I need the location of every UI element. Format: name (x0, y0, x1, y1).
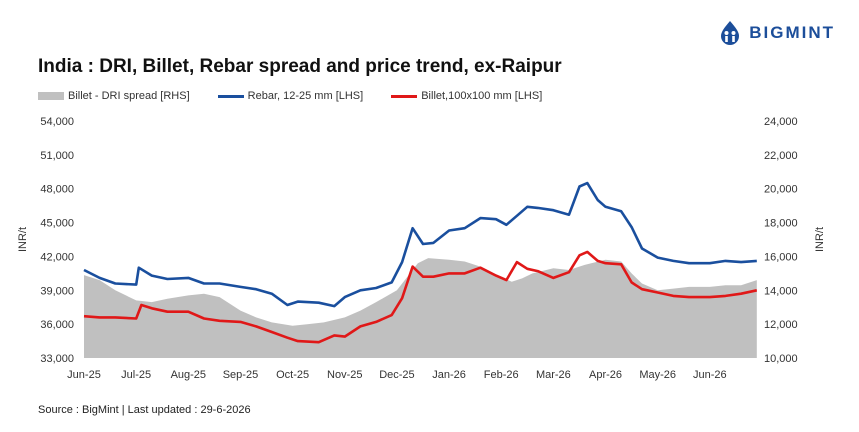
legend-label-spread: Billet - DRI spread [RHS] (68, 90, 190, 102)
bigmint-drop-icon (721, 21, 740, 45)
source-note: Source : BigMint | Last updated : 29-6-2… (38, 404, 251, 416)
x-tick-label: Sep-25 (223, 369, 258, 381)
y-tick-left-label: 45,000 (40, 218, 74, 230)
x-tick-label: Jun-26 (693, 369, 727, 381)
y-tick-left-label: 54,000 (40, 116, 74, 128)
legend-item-rebar: Rebar, 12-25 mm [LHS] (217, 90, 364, 102)
legend-label-rebar: Rebar, 12-25 mm [LHS] (247, 90, 364, 102)
x-tick-label: Jan-26 (432, 369, 466, 381)
y-tick-right-label: 20,000 (764, 184, 798, 196)
x-tick-label: Dec-25 (379, 369, 414, 381)
x-tick-label: Nov-25 (327, 369, 362, 381)
series-line-rebar (83, 181, 757, 308)
y-tick-left-label: 48,000 (40, 184, 74, 196)
series-area-spread (84, 258, 757, 358)
y-axis-left-title: INR/t (17, 227, 29, 252)
chart-legend: Billet - DRI spread [RHS] Rebar, 12-25 m… (38, 90, 570, 102)
x-tick-label: Aug-25 (171, 369, 206, 381)
brand-name: BIGMINT (749, 23, 835, 42)
brand-logo: BIGMINT (719, 20, 835, 46)
legend-swatch-spread (38, 92, 64, 100)
y-tick-right-label: 18,000 (764, 218, 798, 230)
y-tick-left-label: 36,000 (40, 319, 74, 331)
series-line-billet (83, 250, 758, 344)
y-tick-right-label: 10,000 (764, 353, 798, 365)
x-tick-label: Oct-25 (276, 369, 309, 381)
y-tick-right-label: 14,000 (764, 285, 798, 297)
legend-swatch-billet (391, 94, 418, 98)
x-tick-label: Mar-26 (536, 369, 571, 381)
x-tick-label: Jul-25 (121, 369, 151, 381)
x-tick-label: Jun-25 (67, 369, 101, 381)
y-tick-right-label: 16,000 (764, 251, 798, 263)
legend-swatch-rebar (217, 94, 244, 98)
y-tick-left-label: 42,000 (40, 251, 74, 263)
chart-title: India : DRI, Billet, Rebar spread and pr… (38, 56, 562, 77)
y-tick-right-label: 24,000 (764, 116, 798, 128)
y-tick-left-label: 39,000 (40, 285, 74, 297)
x-tick-label: May-26 (639, 369, 676, 381)
y-tick-left-label: 51,000 (40, 150, 74, 162)
legend-item-billet: Billet,100x100 mm [LHS] (391, 90, 542, 102)
y-axis-right-title: INR/t (814, 227, 826, 252)
y-tick-right-label: 12,000 (764, 319, 798, 331)
legend-item-spread: Billet - DRI spread [RHS] (38, 90, 190, 102)
x-tick-label: Feb-26 (484, 369, 519, 381)
y-tick-right-label: 22,000 (764, 150, 798, 162)
legend-label-billet: Billet,100x100 mm [LHS] (421, 90, 543, 102)
x-tick-label: Apr-26 (589, 369, 622, 381)
y-tick-left-label: 33,000 (40, 353, 74, 365)
